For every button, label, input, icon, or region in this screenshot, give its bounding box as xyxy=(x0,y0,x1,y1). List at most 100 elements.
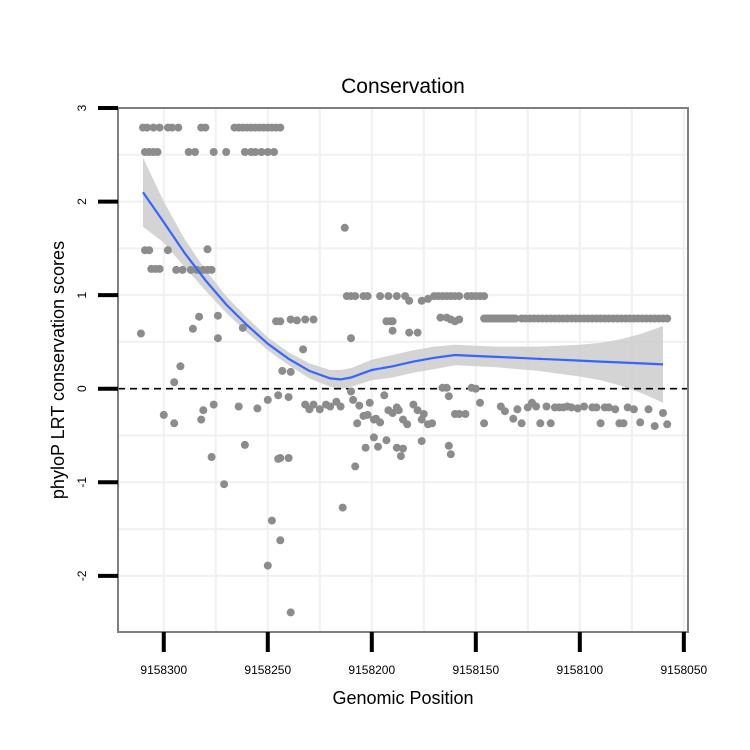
data-point xyxy=(351,292,360,301)
data-point xyxy=(388,326,397,335)
x-tick-label: 9158050 xyxy=(660,663,707,677)
data-point xyxy=(234,402,243,411)
data-point xyxy=(417,296,426,305)
data-point xyxy=(278,366,287,375)
data-point xyxy=(644,405,653,414)
data-point xyxy=(284,454,293,462)
data-point xyxy=(376,292,385,301)
data-point xyxy=(253,404,262,413)
data-point xyxy=(446,450,455,459)
data-point xyxy=(257,148,266,156)
data-point xyxy=(174,123,183,132)
data-point xyxy=(238,323,247,332)
data-point xyxy=(155,264,164,273)
data-point xyxy=(361,443,370,452)
data-point xyxy=(509,414,518,423)
y-tick-label: 1 xyxy=(75,291,89,298)
data-point xyxy=(567,403,576,412)
data-point xyxy=(336,402,345,411)
data-point xyxy=(155,123,164,132)
data-point xyxy=(500,407,509,416)
data-point xyxy=(436,313,445,322)
data-point xyxy=(240,148,249,156)
data-point xyxy=(382,436,391,445)
data-point xyxy=(580,402,588,411)
data-point xyxy=(444,441,453,450)
x-tick-label: 9158150 xyxy=(452,663,499,677)
data-point xyxy=(222,148,231,156)
data-point xyxy=(309,400,318,409)
data-point xyxy=(274,391,283,400)
data-point xyxy=(286,608,295,617)
data-point xyxy=(326,402,335,411)
data-point xyxy=(405,296,414,305)
data-point xyxy=(292,316,301,325)
data-point xyxy=(184,148,193,156)
data-point xyxy=(209,400,218,409)
data-point xyxy=(619,419,628,428)
data-point xyxy=(388,409,397,417)
data-point xyxy=(195,312,204,321)
data-point xyxy=(170,419,179,428)
data-point xyxy=(405,328,414,337)
data-point xyxy=(511,314,520,323)
data-point xyxy=(213,334,222,343)
data-point xyxy=(629,405,638,414)
data-point xyxy=(592,403,601,412)
x-tick-label: 9158250 xyxy=(244,663,291,677)
data-points xyxy=(136,123,672,617)
data-point xyxy=(188,324,197,333)
data-point xyxy=(170,378,179,387)
y-axis: -2 -1 0 1 2 3 xyxy=(75,104,118,581)
x-axis: 9158300 9158250 9158200 9158150 9158100 91580… xyxy=(140,632,708,677)
data-point xyxy=(286,367,295,376)
data-point xyxy=(396,452,405,461)
data-point xyxy=(471,384,480,393)
y-axis-label: phyloP LRT conservation scores xyxy=(48,241,68,499)
chart-title: Conservation xyxy=(341,75,465,98)
data-point xyxy=(340,223,349,232)
data-point xyxy=(542,402,551,411)
data-point xyxy=(153,148,162,156)
data-point xyxy=(428,419,437,428)
data-point xyxy=(349,395,358,404)
data-point xyxy=(186,265,195,274)
data-point xyxy=(513,405,522,414)
data-point xyxy=(374,442,382,451)
data-point xyxy=(267,516,276,525)
data-point xyxy=(207,265,216,274)
data-point xyxy=(363,292,372,301)
data-point xyxy=(191,148,199,156)
data-point xyxy=(476,398,484,407)
x-tick-label: 9158100 xyxy=(556,663,603,677)
y-tick-label: 0 xyxy=(75,385,89,392)
confidence-ribbon xyxy=(143,157,663,403)
data-point xyxy=(461,410,470,418)
data-point xyxy=(413,328,422,337)
data-point xyxy=(209,148,218,156)
data-point xyxy=(663,420,672,429)
data-point xyxy=(263,148,272,156)
data-point xyxy=(650,422,659,431)
data-point xyxy=(369,433,378,442)
data-point xyxy=(419,410,428,418)
data-point xyxy=(384,292,393,301)
data-point xyxy=(197,415,206,424)
data-point xyxy=(145,246,154,255)
data-point xyxy=(270,148,278,156)
data-point xyxy=(276,536,285,545)
data-point xyxy=(309,315,318,324)
data-point xyxy=(143,123,152,132)
y-tick-label: 3 xyxy=(75,104,89,111)
data-point xyxy=(240,440,249,449)
data-point xyxy=(573,404,582,413)
data-point xyxy=(604,403,613,412)
data-point xyxy=(347,334,355,343)
y-tick-label: -1 xyxy=(75,477,89,488)
data-point xyxy=(480,419,489,428)
data-point xyxy=(611,405,620,414)
data-point xyxy=(207,453,216,461)
data-point xyxy=(176,362,185,371)
data-point xyxy=(301,315,310,324)
data-point xyxy=(338,503,347,512)
